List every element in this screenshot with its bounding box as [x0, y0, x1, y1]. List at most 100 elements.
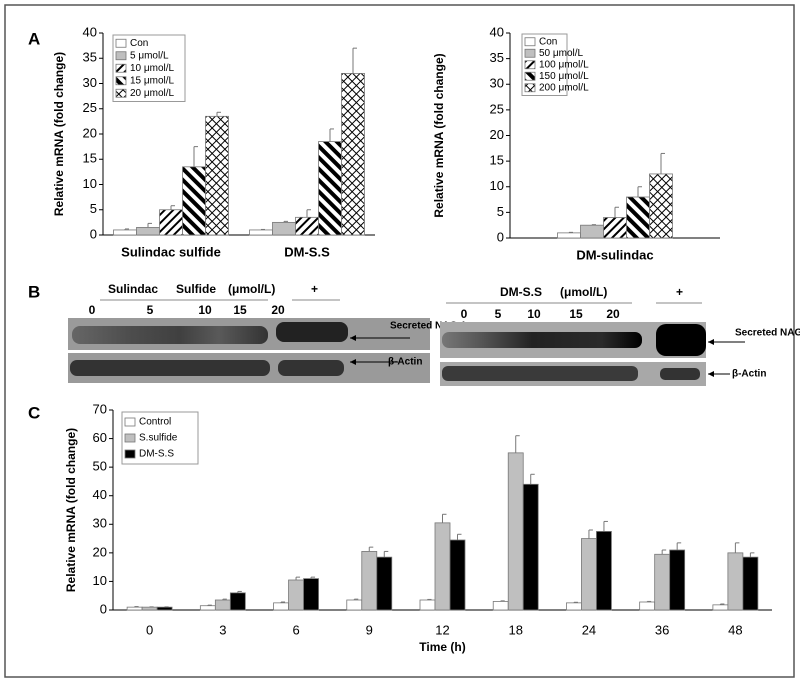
legend-label: 10 μmol/L — [130, 63, 175, 74]
y-tick-label: 30 — [83, 75, 97, 90]
y-tick-label: 10 — [93, 573, 107, 588]
x-tick-label: DM-sulindac — [576, 247, 653, 262]
y-axis-label: Relative mRNA (fold change) — [52, 52, 66, 216]
y-tick-label: 35 — [83, 50, 97, 65]
y-tick-label: 35 — [490, 50, 504, 65]
x-tick-label: Sulindac sulfide — [121, 244, 221, 259]
blot-band — [660, 368, 700, 380]
bar — [361, 551, 378, 611]
blot-right: DM-S.S (μmol/L) + 0 5 10 15 20 Secreted … — [440, 285, 800, 386]
blot-label: Secreted NAG-1 — [390, 321, 467, 332]
bar — [182, 166, 206, 236]
lane-label: 20 — [271, 303, 285, 317]
y-tick-label: 25 — [83, 100, 97, 115]
bar — [229, 592, 246, 611]
bar — [346, 599, 363, 611]
blot-band — [278, 360, 344, 376]
legend-swatch — [115, 76, 127, 86]
legend-label: Con — [130, 38, 148, 49]
blot-header: (μmol/L) — [560, 285, 607, 299]
x-tick-label: 0 — [146, 622, 153, 637]
blot-left: Sulindac Sulfide (μmol/L) + 0 5 10 15 20… — [68, 282, 467, 383]
bar — [419, 599, 436, 611]
x-tick-label: 9 — [366, 622, 373, 637]
y-tick-label: 25 — [490, 101, 504, 116]
y-tick-label: 20 — [490, 127, 504, 142]
bar — [566, 602, 582, 611]
bar — [507, 452, 524, 611]
bar — [727, 552, 744, 611]
bar — [557, 232, 581, 239]
x-axis-label: Time (h) — [419, 640, 465, 654]
y-tick-label: 5 — [90, 201, 97, 216]
legend-swatch — [524, 60, 536, 70]
bar — [580, 224, 604, 239]
blot-header: Sulindac — [108, 282, 158, 296]
legend-swatch — [115, 51, 127, 61]
bar — [712, 604, 729, 611]
bar — [669, 549, 686, 611]
legend-swatch — [524, 71, 536, 81]
bar — [159, 209, 183, 236]
blot-header: (μmol/L) — [228, 282, 275, 296]
lane-label: 20 — [606, 307, 620, 321]
bar — [205, 115, 229, 236]
panel-label: A — [28, 29, 40, 48]
y-tick-label: 15 — [490, 153, 504, 168]
arrow-head — [708, 339, 714, 345]
legend-swatch — [524, 37, 536, 47]
bar — [249, 229, 273, 236]
lane-label: 5 — [495, 307, 502, 321]
arrow-head — [708, 371, 714, 377]
y-tick-label: 0 — [100, 601, 107, 616]
y-tick-label: 15 — [83, 151, 97, 166]
y-axis-label: Relative mRNA (fold change) — [432, 53, 446, 217]
y-tick-label: 70 — [93, 401, 107, 416]
lane-label: 0 — [461, 307, 468, 321]
bar — [522, 483, 539, 611]
x-tick-label: 36 — [655, 622, 669, 637]
blot-band — [72, 326, 268, 344]
y-tick-label: 10 — [83, 176, 97, 191]
legend-label: S.sulfide — [139, 433, 178, 444]
legend-swatch — [524, 83, 536, 93]
lane-label: 10 — [527, 307, 541, 321]
legend-label: 50 μmol/L — [539, 48, 584, 59]
bar — [742, 556, 759, 611]
lane-label: 0 — [89, 303, 96, 317]
y-tick-label: 60 — [93, 430, 107, 445]
y-axis-label: Relative mRNA (fold change) — [64, 428, 78, 592]
blot-label: Secreted NAG-1 — [735, 328, 800, 339]
legend-swatch — [124, 449, 136, 459]
blot-header: Sulfide — [176, 282, 216, 296]
bar — [136, 227, 160, 236]
bar — [434, 522, 451, 611]
legend-label: 20 μmol/L — [130, 88, 175, 99]
blot-band — [70, 360, 270, 376]
y-tick-label: 50 — [93, 459, 107, 474]
bar — [272, 221, 296, 236]
frame — [4, 4, 795, 678]
y-tick-label: 20 — [93, 544, 107, 559]
arrow-head — [350, 359, 356, 365]
legend-swatch — [115, 88, 127, 98]
bar — [199, 605, 216, 611]
lane-label: 5 — [147, 303, 154, 317]
legend-label: 15 μmol/L — [130, 75, 175, 86]
bar — [581, 538, 597, 611]
x-tick-label: 12 — [435, 622, 449, 637]
bar — [596, 531, 612, 611]
blot-header: + — [311, 282, 318, 296]
bar — [341, 73, 365, 236]
y-tick-label: 10 — [490, 178, 504, 193]
bar — [156, 606, 173, 611]
panel-label: B — [28, 282, 40, 301]
lane-label: 15 — [569, 307, 583, 321]
bar — [318, 141, 342, 236]
blot-band — [442, 332, 642, 348]
legend-swatch — [115, 38, 127, 48]
legend-label: Con — [539, 36, 557, 47]
x-tick-label: 48 — [728, 622, 742, 637]
legend-label: 100 μmol/L — [539, 59, 589, 70]
